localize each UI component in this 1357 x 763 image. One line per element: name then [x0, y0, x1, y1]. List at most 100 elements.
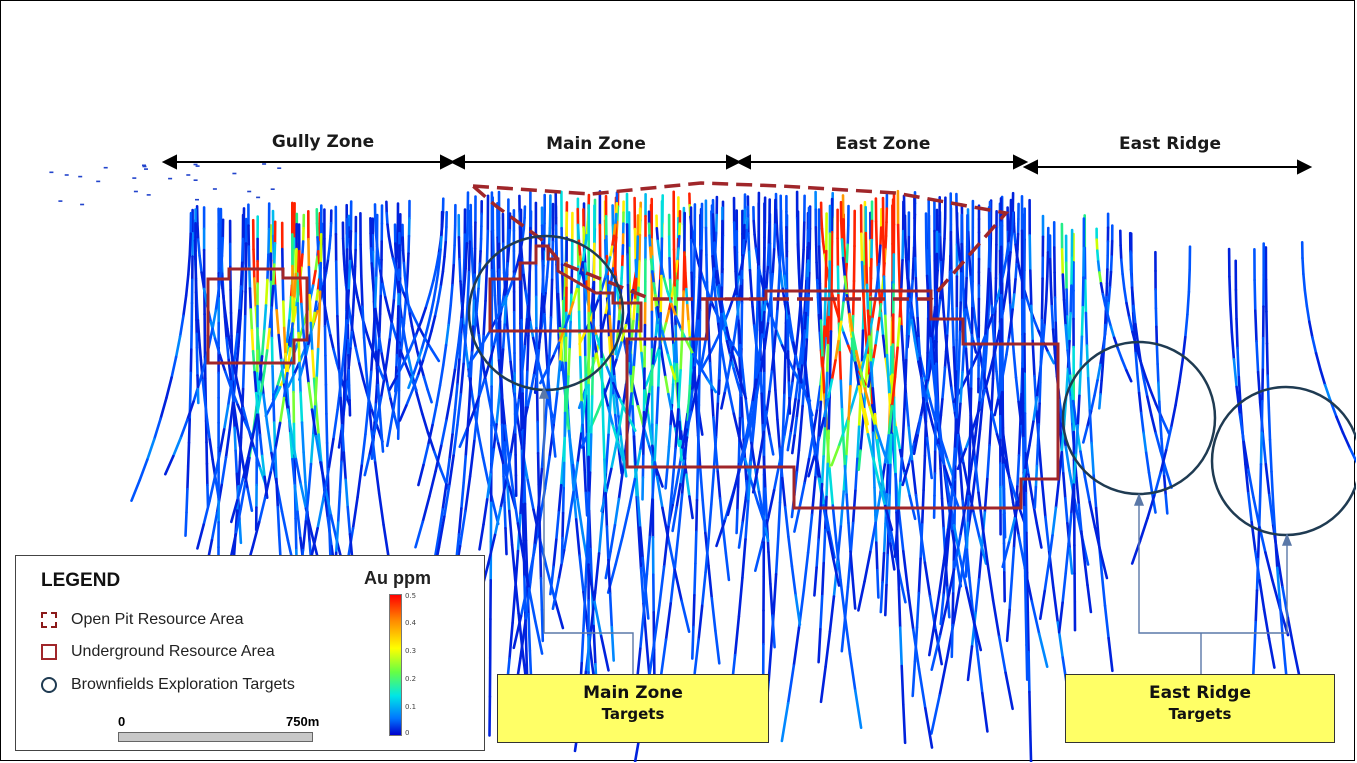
- drill-hole-segment: [863, 317, 869, 349]
- drill-hole-segment: [1014, 376, 1020, 404]
- drill-hole-segment: [316, 236, 320, 253]
- drill-hole-segment: [775, 330, 784, 347]
- drill-hole-segment: [952, 579, 962, 621]
- drill-hole-segment: [783, 321, 788, 361]
- drill-hole-segment: [549, 278, 554, 319]
- drill-hole-segment: [813, 450, 821, 481]
- drill-hole-segment: [570, 266, 574, 297]
- drill-hole-segment: [710, 388, 715, 419]
- drill-hole-segment: [538, 320, 543, 338]
- drill-hole-segment: [1142, 431, 1148, 455]
- drill-hole-segment: [1033, 485, 1038, 510]
- drill-hole-segment: [370, 430, 377, 464]
- drill-hole-segment: [742, 223, 746, 242]
- drill-hole-segment: [578, 331, 587, 346]
- drill-hole-segment: [911, 316, 918, 340]
- drill-hole-segment: [849, 550, 855, 582]
- drill-hole-segment: [430, 315, 437, 333]
- drill-hole-segment: [1079, 335, 1084, 368]
- drill-hole-segment: [543, 455, 551, 491]
- drill-hole-segment: [874, 541, 879, 572]
- drill-hole-segment: [501, 323, 507, 351]
- drill-hole-segment: [297, 331, 301, 365]
- drill-hole-segment: [698, 272, 703, 299]
- colorbar-tick: 0.3: [405, 647, 417, 655]
- drill-hole-segment: [476, 287, 480, 303]
- drill-hole-segment: [223, 307, 229, 330]
- drill-hole-segment: [1301, 256, 1305, 276]
- drill-hole-segment: [900, 432, 905, 460]
- drill-hole-segment: [967, 467, 971, 498]
- drill-hole-segment: [712, 416, 717, 446]
- drill-hole-segment: [889, 542, 896, 571]
- drill-hole-segment: [711, 213, 716, 230]
- drill-hole-segment: [258, 354, 264, 384]
- drill-hole-segment: [1028, 420, 1035, 448]
- drill-hole-segment: [1096, 260, 1101, 274]
- drill-hole-segment: [885, 516, 892, 545]
- drill-hole-segment: [647, 364, 655, 396]
- drill-hole-segment: [697, 403, 701, 439]
- drill-hole-segment: [218, 428, 226, 455]
- drill-hole-segment: [648, 234, 652, 249]
- drill-hole-segment: [608, 592, 614, 629]
- drill-hole-segment: [969, 434, 977, 471]
- drill-hole-segment: [1001, 290, 1008, 313]
- drill-hole-segment: [342, 252, 347, 272]
- drill-hole-segment: [203, 398, 209, 422]
- drill-hole-segment: [775, 224, 780, 243]
- drill-hole-segment: [928, 397, 937, 421]
- drill-hole-segment: [356, 464, 364, 499]
- drill-hole-segment: [871, 386, 877, 416]
- drill-hole-segment: [760, 296, 765, 324]
- drill-hole-segment: [1230, 330, 1236, 361]
- drill-hole-segment: [943, 464, 953, 489]
- drill-hole-segment: [614, 202, 619, 216]
- drill-hole-segment: [936, 443, 946, 468]
- drill-hole-segment: [1174, 381, 1181, 407]
- drill-hole-segment: [735, 300, 741, 319]
- drill-hole-segment: [385, 426, 392, 448]
- drill-hole-segment: [313, 376, 319, 408]
- drill-hole-segment: [406, 299, 412, 315]
- drill-hole-segment: [772, 223, 777, 251]
- open-pit-resource-outline: [467, 181, 1010, 301]
- drill-hole-segment: [950, 623, 954, 659]
- drill-hole-segment: [441, 483, 448, 511]
- drill-hole-segment: [543, 330, 548, 352]
- drill-hole-segment: [765, 416, 772, 438]
- callout-east-ridge-targets: East Ridge Targets: [1065, 674, 1335, 743]
- drill-hole-segment: [945, 568, 956, 605]
- drill-hole-segment: [1235, 317, 1239, 350]
- drill-hole-segment: [338, 460, 343, 494]
- drill-hole-segment: [1265, 310, 1269, 345]
- drill-hole-segment: [469, 351, 474, 380]
- drill-hole-segment: [462, 267, 467, 296]
- drill-hole-segment: [950, 269, 954, 311]
- drill-hole-segment: [909, 290, 914, 305]
- drill-hole-segment: [385, 211, 389, 226]
- drill-hole-segment: [699, 356, 710, 371]
- drill-hole-segment: [187, 253, 192, 277]
- drill-hole-segment: [315, 222, 319, 239]
- drill-hole-segment: [893, 530, 899, 559]
- drill-hole-segment: [917, 557, 922, 595]
- drill-hole-segment: [1030, 599, 1041, 636]
- drill-hole-segment: [1258, 579, 1266, 611]
- drill-hole-segment: [1035, 521, 1043, 549]
- drill-hole-segment: [627, 340, 633, 365]
- drill-hole-segment: [442, 484, 451, 519]
- drill-hole-segment: [378, 269, 384, 286]
- drill-hole-segment: [1086, 583, 1093, 614]
- drill-hole-segment: [1025, 571, 1030, 614]
- drill-hole-segment: [694, 530, 698, 565]
- drill-hole-segment: [473, 312, 478, 328]
- drill-hole-segment: [514, 549, 520, 589]
- drill-hole-segment: [901, 229, 905, 262]
- drill-hole-segment: [1051, 328, 1057, 355]
- drill-hole-segment: [766, 243, 771, 269]
- drill-hole-segment: [1247, 468, 1255, 499]
- drill-hole-segment: [675, 362, 680, 385]
- drill-hole-segment: [185, 487, 189, 514]
- drill-hole-segment: [911, 268, 915, 283]
